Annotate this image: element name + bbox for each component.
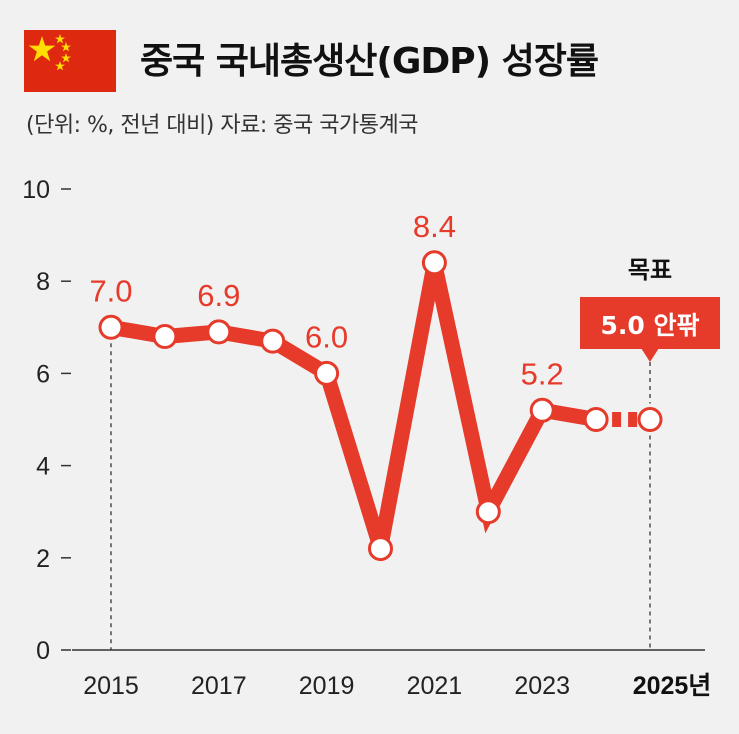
y-tick-label: 6 [36, 360, 50, 388]
target-box-pointer [641, 348, 659, 362]
data-label: 6.0 [305, 319, 348, 354]
x-tick-label: 2023 [514, 672, 570, 700]
flag-big-star [28, 36, 56, 62]
x-tick-label: 2017 [191, 672, 247, 700]
data-point [368, 536, 393, 562]
data-label: 5.2 [521, 356, 564, 391]
data-point [583, 407, 609, 432]
y-tick-label: 10 [22, 176, 50, 204]
data-point [475, 499, 501, 525]
flag-small-star [55, 61, 65, 71]
flag-small-star [61, 42, 71, 52]
chart-title: 중국 국내총생산(GDP) 성장률 [140, 41, 599, 82]
data-point [637, 407, 663, 432]
y-tick-label: 2 [36, 545, 50, 573]
x-tick-label: 2019 [299, 672, 355, 700]
data-point [421, 250, 447, 276]
flag-small-star [61, 53, 71, 63]
target-heading: 목표 [628, 256, 672, 284]
data-point [529, 397, 555, 423]
data-point [206, 319, 232, 345]
data-label: 7.0 [89, 273, 132, 308]
series-line [103, 261, 604, 551]
chart-subtitle: (단위: %, 전년 대비) 자료: 중국 국가통계국 [26, 113, 418, 138]
data-point [152, 324, 178, 350]
china-flag-icon [24, 30, 116, 92]
x-tick-label: 2025년 [633, 672, 712, 700]
data-point [260, 328, 286, 354]
y-tick-label: 0 [36, 637, 50, 665]
data-label: 8.4 [413, 209, 456, 244]
x-tick-label: 2015 [83, 672, 139, 700]
target-box [580, 297, 720, 349]
x-tick-label: 2021 [407, 672, 463, 700]
flag-small-star [55, 34, 65, 44]
data-point [98, 314, 124, 340]
data-label: 6.9 [197, 278, 240, 313]
data-point [314, 360, 340, 386]
y-tick-label: 8 [36, 268, 50, 296]
target-value-label: 5.0 안팎 [601, 311, 700, 340]
y-tick-label: 4 [36, 453, 50, 481]
